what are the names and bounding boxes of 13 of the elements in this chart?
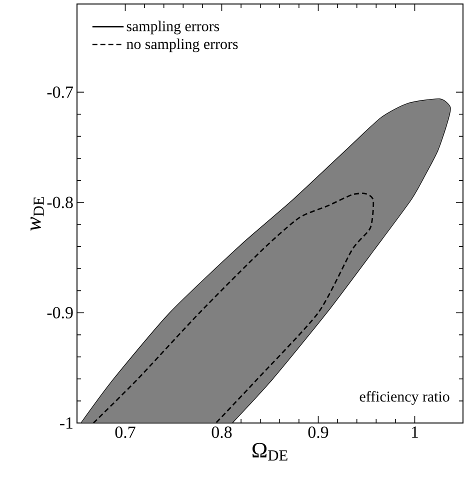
y-tick-label: -0.8: [47, 196, 73, 208]
x-tick-label: 0.8: [212, 426, 232, 438]
legend-label: no sampling errors: [126, 38, 238, 52]
y-tick-label: -1: [60, 417, 72, 429]
x-axis-title: Ω$_{DE}$: [252, 442, 288, 461]
x-tick-label: 0.7: [115, 426, 136, 438]
annotation: efficiency ratio: [360, 390, 450, 405]
x-tick-label: 0.9: [308, 426, 328, 438]
x-tick-label: 1: [412, 426, 418, 438]
legend-label: sampling errors: [126, 20, 220, 34]
y-tick-label: -0.9: [47, 306, 73, 318]
y-tick-label: -0.7: [47, 86, 73, 98]
y-axis-title: w$_{DE}$: [30, 196, 44, 231]
